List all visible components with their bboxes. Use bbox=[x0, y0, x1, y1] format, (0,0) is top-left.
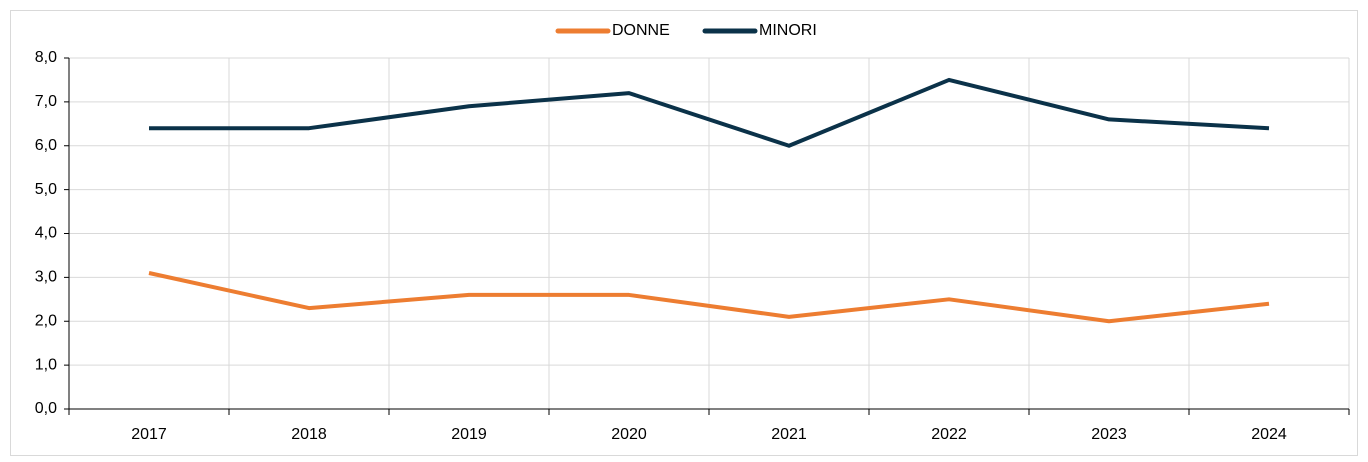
x-tick-label: 2023 bbox=[1091, 426, 1127, 443]
y-tick-label: 0,0 bbox=[35, 400, 57, 417]
legend-label: MINORI bbox=[759, 22, 817, 39]
y-tick-label: 6,0 bbox=[35, 137, 57, 154]
x-tick-label: 2017 bbox=[131, 426, 167, 443]
y-tick-label: 7,0 bbox=[35, 93, 57, 110]
y-tick-label: 5,0 bbox=[35, 181, 57, 198]
x-tick-label: 2024 bbox=[1251, 426, 1287, 443]
x-tick-label: 2019 bbox=[451, 426, 487, 443]
x-tick-label: 2020 bbox=[611, 426, 647, 443]
series-line bbox=[148, 271, 1270, 324]
x-tick-label: 2022 bbox=[931, 426, 967, 443]
y-tick-label: 4,0 bbox=[35, 225, 57, 242]
legend-label: DONNE bbox=[612, 22, 670, 39]
y-tick-label: 3,0 bbox=[35, 269, 57, 286]
x-tick-label: 2018 bbox=[291, 426, 327, 443]
y-tick-label: 1,0 bbox=[35, 356, 57, 373]
y-tick-label: 2,0 bbox=[35, 312, 57, 329]
series-line bbox=[149, 77, 1270, 148]
y-tick-label: 8,0 bbox=[35, 49, 57, 66]
x-tick-label: 2021 bbox=[771, 426, 807, 443]
